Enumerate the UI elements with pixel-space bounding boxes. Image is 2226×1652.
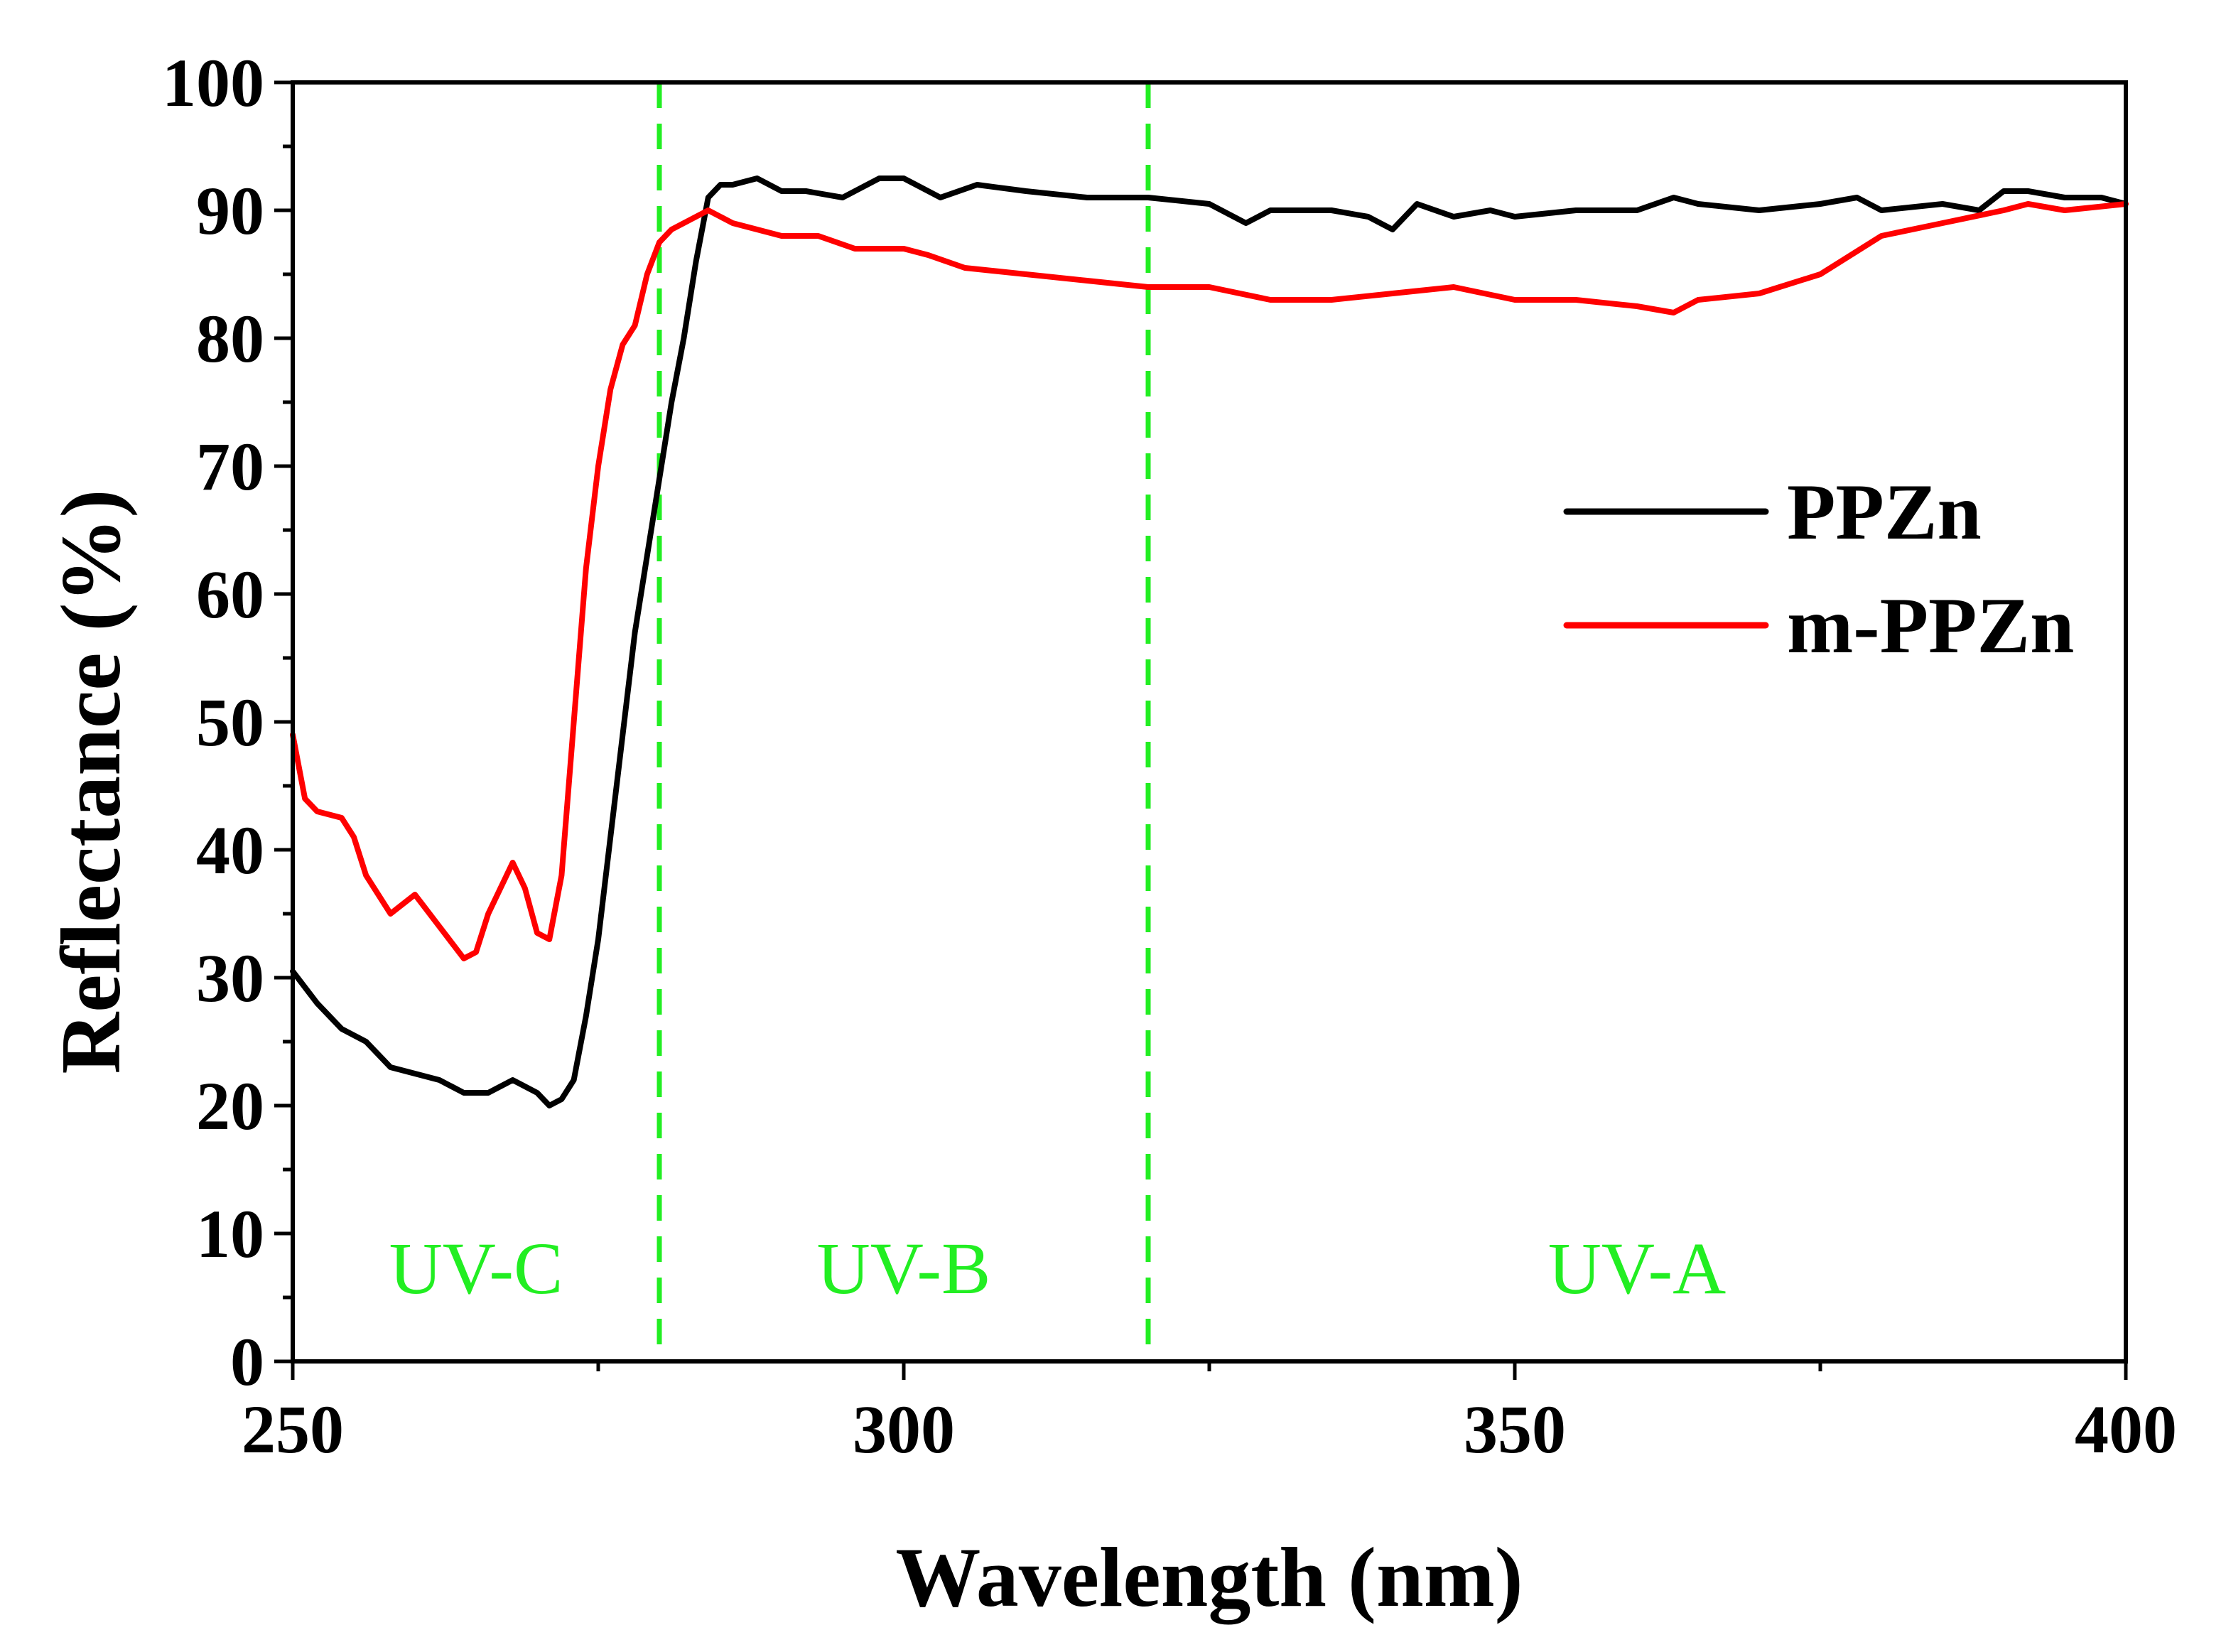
legend-label-m-ppzn: m-PPZn: [1787, 582, 2074, 670]
y-tick-label-70: 70: [196, 428, 264, 504]
y-axis-title: Reflectance (%): [43, 490, 138, 1074]
x-tick-label-350: 350: [1464, 1391, 1566, 1467]
y-tick-label-90: 90: [196, 173, 264, 249]
x-tick-label-400: 400: [2075, 1391, 2177, 1467]
y-tick-label-20: 20: [196, 1068, 264, 1144]
series-line-ppzn: [290, 176, 2129, 1108]
region-boundaries: [657, 82, 1151, 1361]
region-labels: UV-C UV-B UV-A: [389, 1228, 1727, 1310]
x-tick-label-300: 300: [853, 1391, 955, 1467]
region-label-uv-b: UV-B: [817, 1228, 991, 1310]
series-lines: [290, 176, 2129, 1108]
y-tick-label-40: 40: [196, 812, 264, 888]
region-label-uv-a: UV-A: [1548, 1228, 1726, 1310]
x-axis-title: Wavelength (nm): [895, 1530, 1523, 1625]
y-tick-label-80: 80: [196, 301, 264, 377]
plot-frame: [291, 80, 2128, 1364]
y-tick-label-50: 50: [196, 684, 264, 760]
axis-ticks: 250 300 350 400 0 10 20 30 40 50 60 70 80 90 100: [162, 45, 2177, 1467]
y-tick-label-60: 60: [196, 556, 264, 632]
y-tick-label-30: 30: [196, 940, 264, 1016]
legend: PPZn m-PPZn: [1563, 468, 2074, 670]
y-tick-label-0: 0: [230, 1324, 264, 1400]
y-tick-label-10: 10: [196, 1196, 264, 1272]
series-line-m-ppzn: [290, 201, 2129, 961]
region-label-uv-c: UV-C: [389, 1228, 563, 1310]
x-tick-label-250: 250: [242, 1391, 344, 1467]
y-tick-label-100: 100: [162, 45, 264, 121]
legend-label-ppzn: PPZn: [1787, 468, 1982, 556]
